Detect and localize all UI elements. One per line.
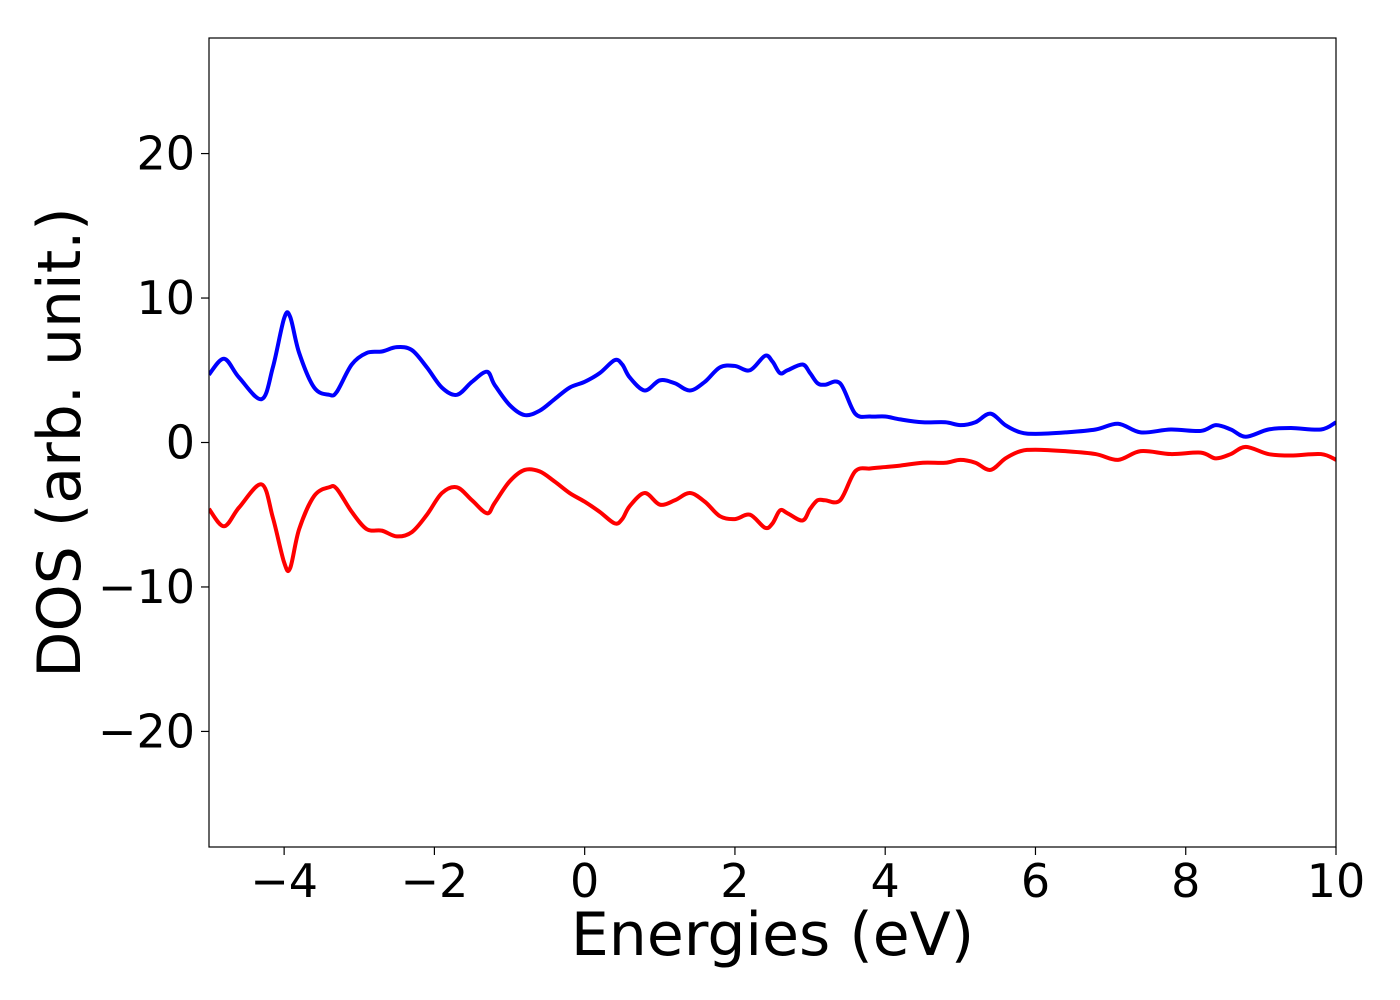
x-tick-label: 10 xyxy=(1307,854,1366,908)
x-tick-label: 4 xyxy=(871,854,900,908)
x-tick-label: −2 xyxy=(400,854,468,908)
series-layer xyxy=(209,310,1336,574)
x-tick-label: 6 xyxy=(1021,854,1050,908)
x-tick-label: 2 xyxy=(720,854,749,908)
y-tick-label: −10 xyxy=(98,560,195,614)
y-axis: −20 −10 0 10 20 xyxy=(98,127,209,758)
x-tick-label: 0 xyxy=(570,854,599,908)
x-tick-label: 8 xyxy=(1171,854,1200,908)
y-tick-label: 20 xyxy=(136,127,195,181)
y-tick-label: −20 xyxy=(98,704,195,758)
x-axis-title: Energies (eV) xyxy=(571,900,974,970)
plot-frame xyxy=(208,37,1337,848)
x-tick-label: −4 xyxy=(250,854,318,908)
y-tick-label: 0 xyxy=(166,416,195,470)
y-tick-label: 10 xyxy=(136,271,195,325)
series-line-red xyxy=(209,444,1336,574)
y-axis-title: DOS (arb. unit.) xyxy=(25,207,95,677)
x-axis: −4 −2 0 2 4 6 8 10 xyxy=(250,847,1365,908)
series-line-blue xyxy=(209,310,1336,439)
